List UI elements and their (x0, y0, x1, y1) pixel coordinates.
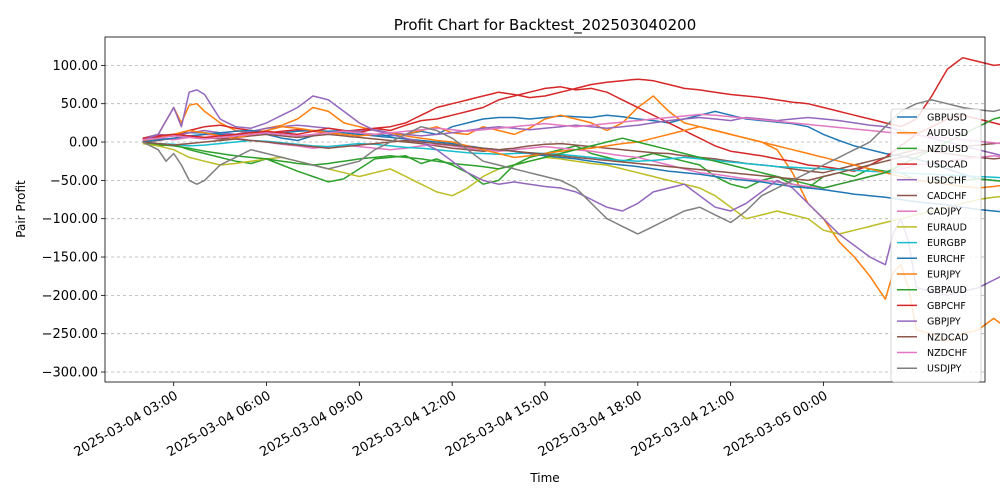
y-tick-label: −200.00 (42, 289, 98, 304)
x-tick-label: 2025-03-04 03:00 (72, 388, 181, 460)
legend-label: NZDCAD (927, 332, 968, 343)
y-tick-label: −250.00 (42, 327, 98, 342)
legend-label: USDJPY (927, 364, 962, 375)
legend-label: CADCHF (927, 191, 967, 202)
legend-box (890, 108, 982, 383)
legend-label: GBPCHF (927, 301, 966, 312)
y-tick-label: −300.00 (42, 366, 98, 381)
y-axis-label: Pair Profit (14, 180, 28, 238)
legend-label: GBPAUD (927, 285, 967, 296)
y-tick-label: −100.00 (42, 212, 98, 227)
legend-label: EURAUD (927, 222, 967, 233)
legend-label: EURJPY (927, 270, 961, 281)
legend-label: USDCHF (927, 175, 967, 186)
legend-label: GBPJPY (927, 317, 961, 328)
x-axis-label: Time (529, 471, 559, 485)
y-tick-label: 0.00 (69, 136, 98, 151)
series-lines (142, 56, 1000, 343)
series-line-gbpjpy (142, 89, 1000, 297)
y-tick-label: −150.00 (42, 251, 98, 266)
x-tick-label: 2025-03-04 15:00 (443, 388, 552, 460)
x-tick-label: 2025-03-04 18:00 (536, 388, 645, 460)
x-tick-label: 2025-03-05 00:00 (722, 388, 831, 460)
legend-label: GBPUSD (927, 113, 967, 124)
legend-label: EURCHF (927, 254, 965, 265)
chart-title: Profit Chart for Backtest_202503040200 (394, 16, 697, 35)
legend-label: CADJPY (927, 207, 962, 218)
x-tick-label: 2025-03-04 12:00 (350, 388, 459, 460)
y-tick-label: −50.00 (50, 174, 98, 189)
plot-frame (104, 36, 986, 383)
grid-lines (105, 64, 985, 373)
series-line-usdjpy (142, 99, 1000, 235)
legend: GBPUSD AUDUSD NZDUSD USDCAD USDCHF CADCHF CADJ… (890, 108, 982, 383)
legend-label: NZDCHF (927, 348, 967, 359)
x-tick-label: 2025-03-04 21:00 (629, 388, 738, 460)
legend-label: AUDUSD (927, 128, 968, 139)
legend-label: NZDUSD (927, 144, 968, 155)
x-tick-label: 2025-03-04 06:00 (165, 388, 274, 460)
legend-label: USDCAD (927, 160, 968, 171)
x-tick-label: 2025-03-04 09:00 (257, 388, 366, 460)
y-axis-ticks: 100.00 50.00 0.00 −50.00 −100.00 −150.00 −200.… (42, 59, 105, 381)
y-tick-label: 100.00 (53, 59, 99, 74)
legend-label: EURGBP (927, 238, 966, 249)
y-tick-label: 50.00 (61, 97, 98, 112)
